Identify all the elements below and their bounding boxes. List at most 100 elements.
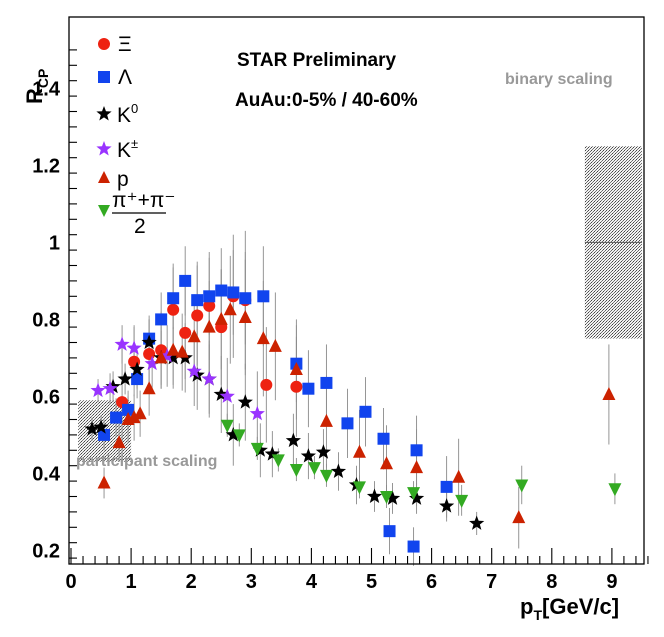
point-Kpm (144, 355, 160, 371)
point-Kpm (249, 405, 265, 421)
point-p (289, 361, 303, 375)
legend-p-label: p (117, 168, 129, 191)
plot-frame (68, 16, 645, 565)
x-axis-label: pT[GeV/c] (520, 594, 619, 623)
legend-xi-marker (98, 38, 110, 50)
x-tick-label: 0 (65, 571, 76, 593)
point-p (380, 456, 394, 470)
legend-lambda-marker (98, 71, 110, 83)
y-tick-label: 0.2 (32, 540, 60, 562)
point-Xi (203, 299, 216, 312)
point-pi (232, 429, 246, 443)
legend-pi-denominator: 2 (134, 215, 146, 238)
x-tick-label: 7 (486, 571, 497, 593)
x-tick-label: 2 (186, 571, 197, 593)
point-p (97, 475, 111, 489)
point-pi (319, 469, 333, 483)
point-K0 (141, 334, 157, 349)
legend-pi-marker (98, 205, 110, 217)
y-tick-label: 0.6 (32, 386, 60, 408)
point-p (142, 381, 156, 395)
point-Xi (167, 303, 180, 316)
point-Lambda (167, 292, 180, 305)
y-axis-label-main: R (22, 88, 47, 104)
point-pi (515, 479, 529, 493)
point-pi (307, 462, 321, 476)
point-K0 (330, 463, 347, 478)
legend-pi-numerator: π⁺+π⁻ (112, 189, 175, 212)
participant-scaling-label: participant scaling (76, 453, 217, 470)
title-centrality: AuAu:0-5% / 40-60% (235, 90, 418, 111)
point-p (410, 460, 424, 474)
point-p (319, 413, 333, 427)
legend-lambda-label: Λ (118, 66, 132, 89)
point-K0 (105, 378, 121, 394)
legend: Ξ Λ K0 K± p π⁺+π⁻ 2 (96, 33, 175, 238)
x-axis-label-rest: [GeV/c] (542, 594, 619, 619)
point-p (166, 342, 180, 356)
point-K0 (93, 419, 109, 434)
point-K0 (84, 421, 100, 436)
point-K0 (225, 426, 241, 442)
title-star-preliminary: STAR Preliminary (237, 50, 397, 71)
point-K0 (439, 498, 455, 513)
point-Xi (143, 348, 156, 361)
point-K0 (264, 446, 280, 461)
point-p (238, 309, 252, 323)
point-Xi (191, 309, 204, 322)
point-p (352, 444, 366, 458)
point-Lambda (155, 313, 168, 326)
point-K0 (469, 515, 485, 530)
point-Xi (290, 380, 303, 393)
point-pi (289, 464, 303, 478)
legend-p-marker (98, 171, 110, 183)
point-pi (271, 454, 285, 468)
point-K0 (315, 444, 332, 459)
y-tick-label: 1.4 (32, 78, 61, 100)
point-Xi (260, 378, 273, 391)
point-pi (608, 483, 622, 497)
x-tick-label: 9 (606, 571, 617, 593)
point-K0 (165, 349, 181, 365)
x-axis-label-sub: T (533, 607, 542, 623)
legend-kpm-label-sup: ± (131, 136, 138, 151)
point-p (512, 510, 526, 524)
y-tick-label: 1.2 (32, 155, 60, 177)
point-Lambda (407, 540, 420, 553)
point-K0 (300, 448, 316, 463)
point-Lambda (179, 274, 192, 287)
point-pi (352, 481, 366, 495)
point-K0 (408, 490, 425, 505)
point-Lambda (122, 403, 135, 416)
legend-kpm-label-main: K (117, 139, 131, 162)
point-Lambda (383, 525, 396, 538)
point-p (154, 350, 168, 364)
point-p (602, 386, 616, 400)
y-axis-label-sub: CP (35, 69, 51, 88)
point-p (214, 311, 228, 325)
x-axis-label-main: p (520, 594, 533, 619)
point-pi (455, 494, 469, 508)
x-tick-label: 6 (426, 571, 437, 593)
point-p (112, 435, 126, 449)
binary-scaling-label: binary scaling (505, 71, 613, 88)
point-Kpm (90, 382, 106, 398)
point-Lambda (320, 376, 333, 389)
point-p (268, 338, 282, 352)
legend-kpm-label: K± (117, 136, 138, 162)
legend-k0-label: K0 (117, 101, 138, 127)
point-p (127, 410, 141, 424)
point-Lambda (110, 411, 123, 424)
y-tick-label: 0.4 (32, 463, 61, 485)
point-p (133, 406, 147, 420)
point-Lambda (341, 417, 354, 430)
point-p (175, 344, 189, 358)
point-Kpm (102, 380, 118, 396)
point-K0 (129, 361, 145, 376)
legend-kpm-marker (96, 141, 112, 156)
y-tick-label: 0.8 (32, 309, 60, 331)
point-Lambda (203, 290, 216, 303)
legend-xi-label: Ξ (118, 33, 132, 56)
point-Lambda (257, 290, 270, 303)
